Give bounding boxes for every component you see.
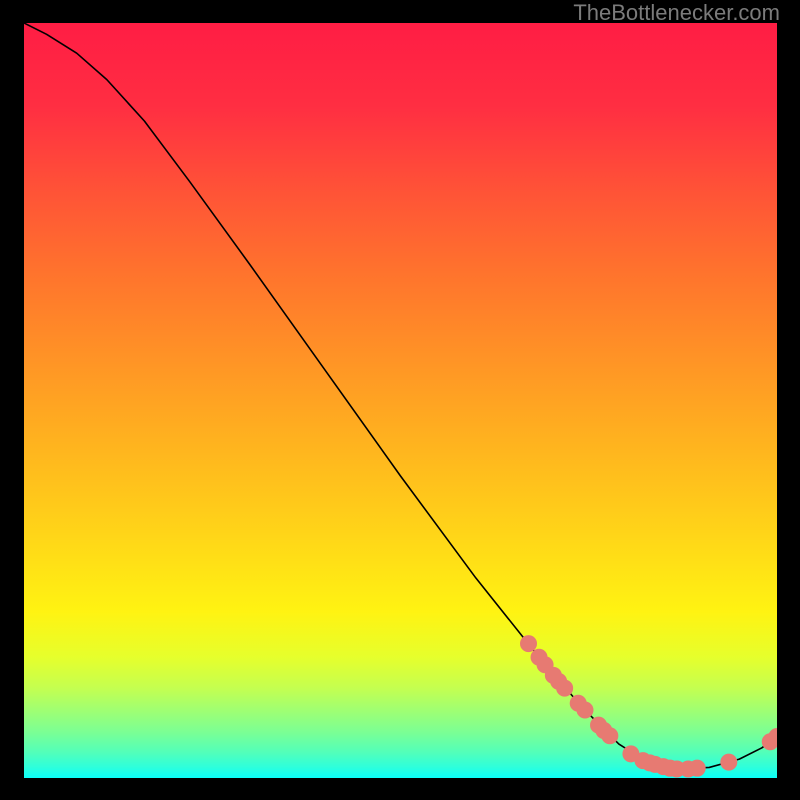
scatter-marker [557,680,573,696]
bottleneck-curve-line [24,23,777,769]
scatter-marker [689,760,705,776]
chart-plot-area [24,23,777,778]
chart-overlay-svg [24,23,777,778]
scatter-marker [721,754,737,770]
scatter-markers-group [521,636,777,777]
scatter-marker [577,702,593,718]
scatter-marker [602,728,618,744]
scatter-marker [521,636,537,652]
